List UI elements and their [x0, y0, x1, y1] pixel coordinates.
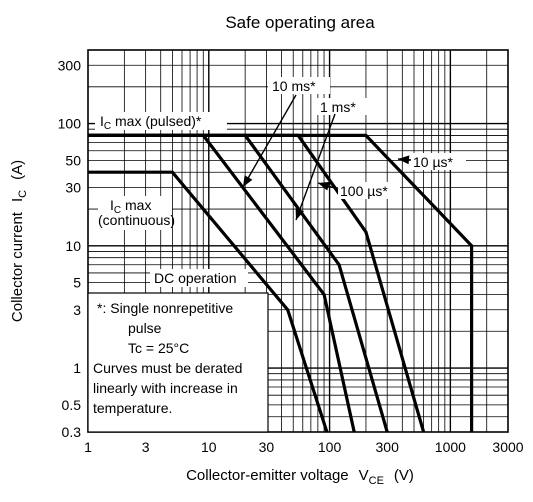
y-tick-label: 0.5: [62, 397, 82, 413]
label-background: [410, 153, 466, 170]
x-tick-label: 10: [201, 439, 217, 455]
chart-title: Safe operating area: [225, 13, 375, 32]
y-axis-symbol: I: [9, 198, 26, 202]
y-axis-label: Collector current IC (A): [9, 160, 29, 322]
x-tick-label: 3000: [492, 439, 523, 455]
label-100us: 100 µs*: [340, 183, 388, 199]
x-tick-label: 30: [259, 439, 275, 455]
note-line: *: Single nonrepetitive: [97, 300, 233, 316]
y-tick-label: 300: [58, 57, 82, 73]
x-tick-label: 300: [376, 439, 400, 455]
y-tick-label: 5: [73, 275, 81, 291]
annotations: IC max (pulsed)* IC max(continuous) 10 ms*…: [87, 77, 466, 433]
y-tick-label: 50: [65, 152, 81, 168]
annotation-arrowhead: [243, 175, 253, 187]
label-background: [98, 196, 172, 230]
y-axis-label-main: Collector current: [9, 211, 26, 322]
x-axis-label-main: Collector-emitter voltage: [186, 467, 349, 484]
x-tick-label: 100: [318, 439, 342, 455]
x-axis-symbol: V: [359, 467, 369, 484]
soa-curve: [88, 133, 356, 433]
x-axis-symbol-sub: CE: [369, 475, 384, 487]
y-axis-unit: (A): [9, 160, 26, 180]
label-1ms: 1 ms*: [320, 99, 356, 115]
annotation-arrow-line: [242, 94, 297, 188]
x-tick-label: 3: [142, 439, 150, 455]
label-10ms: 10 ms*: [272, 78, 316, 94]
note-box: [87, 292, 269, 433]
label-background: [95, 112, 227, 130]
y-tick-label: 1: [73, 360, 81, 376]
y-tick-label: 30: [65, 180, 81, 196]
annotation-arrow-line: [295, 113, 336, 221]
note-line: pulse: [128, 320, 162, 336]
label-background: [150, 269, 248, 287]
x-axis-unit: (V): [394, 467, 414, 484]
ic-pulsed-label: IC max (pulsed)*: [100, 113, 202, 132]
annotation-arrowhead: [398, 155, 410, 165]
ic-continuous-label: IC max: [110, 197, 151, 216]
y-tick-label: 10: [65, 238, 81, 254]
note-line: Curves must be derated: [93, 360, 242, 376]
label-background: [338, 182, 400, 199]
x-tick-label: 1: [84, 439, 92, 455]
plot-frame: [87, 49, 509, 433]
x-axis-label: Collector-emitter voltage VCE (V): [186, 467, 414, 487]
note-line: Tc = 25°C: [128, 340, 189, 356]
tick-labels: 1 3 10 30 100 300 1000 3000 0.3 0.5 1 3 5 10 30 50 100 30…: [58, 57, 524, 455]
note-line: temperature.: [93, 400, 172, 416]
label-10us: 10 µs*: [413, 154, 454, 170]
label-background: [268, 77, 330, 94]
soa-curve: [88, 170, 329, 433]
ic-continuous-label-line2: (continuous): [98, 212, 175, 228]
note-line: linearly with increase in: [93, 380, 238, 396]
y-tick-label: 0.3: [62, 424, 82, 440]
annotation-arrowhead: [318, 181, 330, 191]
y-tick-label: 3: [73, 302, 81, 318]
x-tick-label: 1000: [435, 439, 466, 455]
annotation-arrowhead: [295, 208, 304, 220]
label-dc-operation: DC operation: [154, 270, 237, 286]
y-axis-symbol-sub: C: [17, 190, 29, 198]
label-background: [316, 98, 370, 115]
y-tick-label: 100: [58, 116, 82, 132]
